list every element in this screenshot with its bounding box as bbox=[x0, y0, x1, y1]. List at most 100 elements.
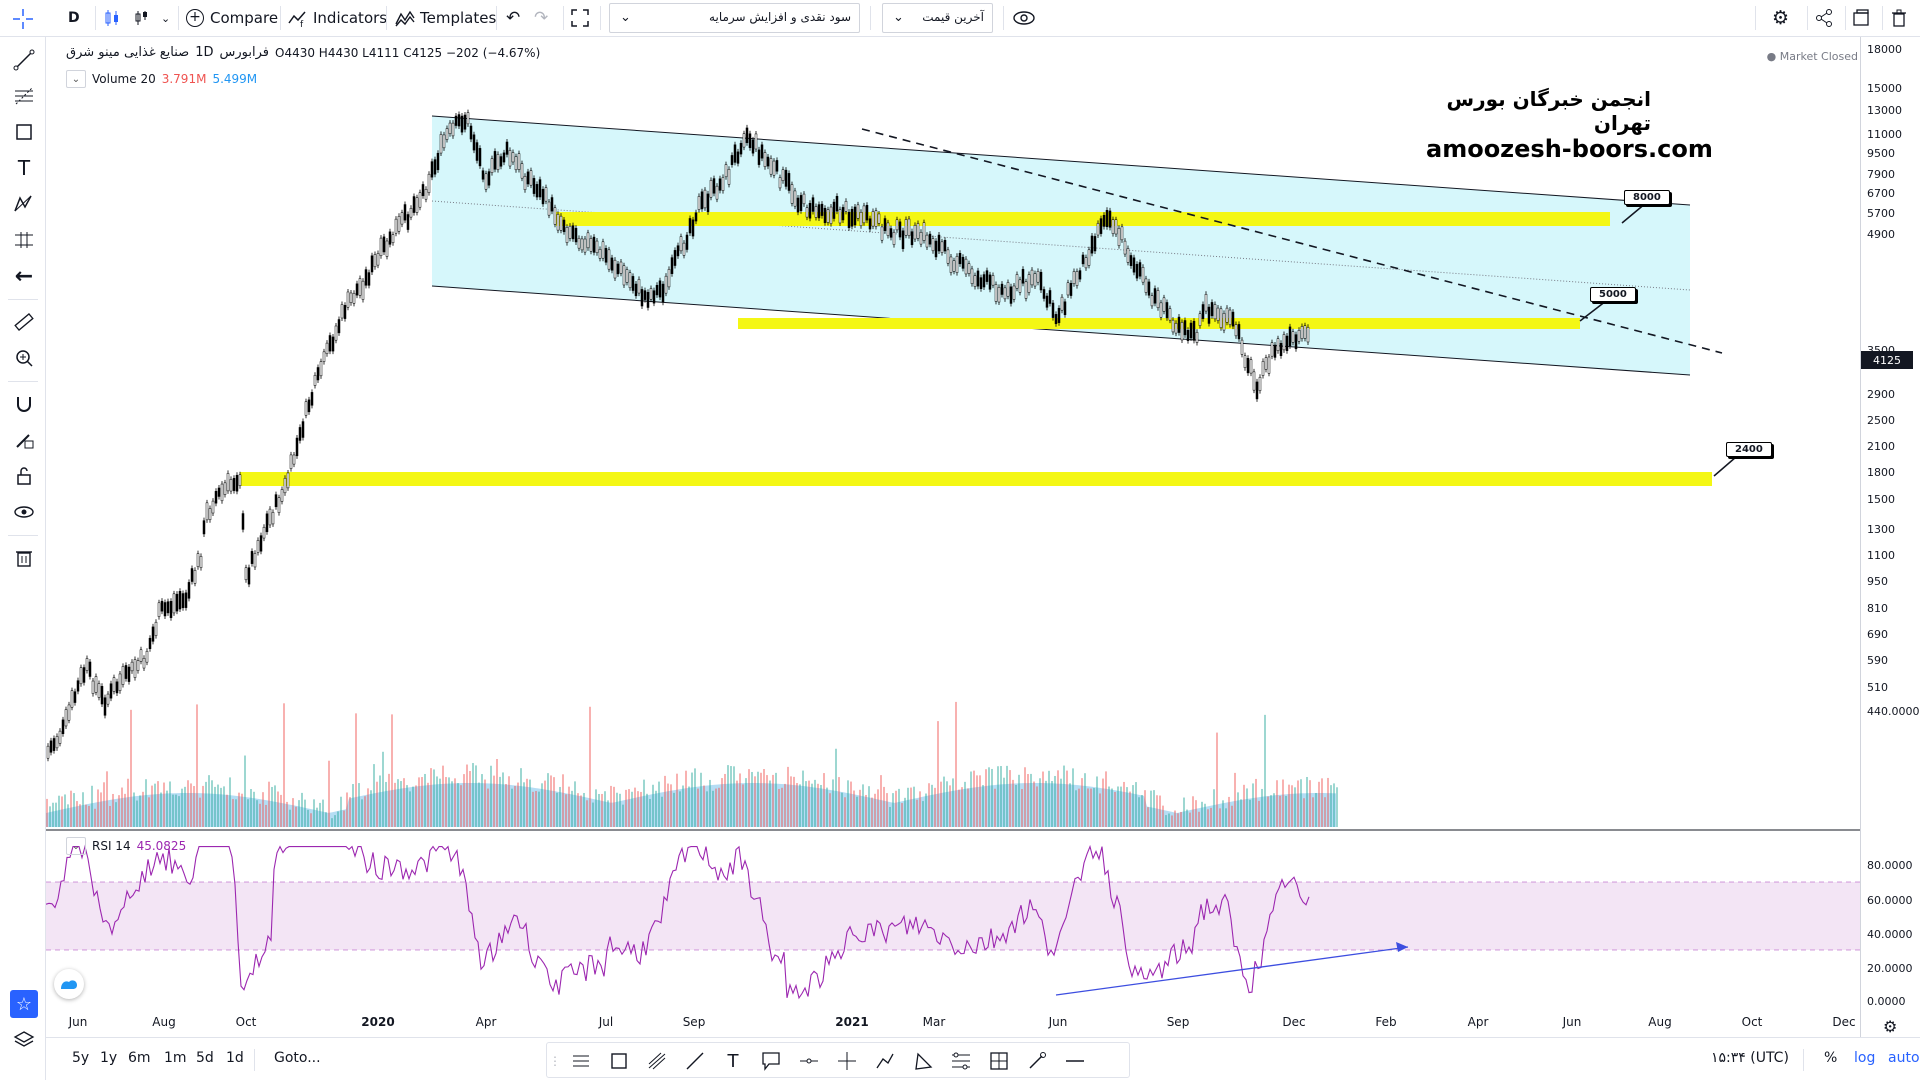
horizontal-line-icon[interactable] bbox=[1063, 1049, 1087, 1073]
support-zone-2400[interactable] bbox=[240, 472, 1712, 486]
volume-bar bbox=[724, 773, 726, 827]
templates-button[interactable]: Templates bbox=[394, 4, 496, 32]
chevron-down-icon[interactable]: ⌄ bbox=[161, 11, 171, 25]
volume-bar bbox=[430, 768, 432, 827]
horizontal-ray-icon[interactable] bbox=[797, 1049, 821, 1073]
dividend-dropdown[interactable]: ⌄ سود نقدی و افزایش سرمایه bbox=[609, 3, 860, 33]
candle-body bbox=[817, 204, 821, 219]
volume-bar bbox=[79, 804, 81, 827]
interval-button[interactable]: D bbox=[68, 4, 80, 32]
text-tool-icon[interactable]: T bbox=[727, 1050, 739, 1072]
support-zone-5000[interactable] bbox=[738, 318, 1580, 329]
candle-body bbox=[349, 292, 353, 303]
time-axis[interactable]: Jun Aug Oct 2020 Apr Jul Sep 2021 Mar Jun Sep Dec Fe… bbox=[46, 1010, 1860, 1037]
volume-bar bbox=[1054, 775, 1056, 827]
market-status-label: Market Closed bbox=[1779, 50, 1858, 63]
compare-button[interactable]: + Compare bbox=[186, 4, 278, 32]
range-1d-button[interactable]: 1d bbox=[226, 1050, 244, 1066]
indicators-button[interactable]: f Indicators bbox=[287, 4, 387, 32]
rectangle-icon[interactable] bbox=[11, 119, 37, 145]
volume-bar bbox=[1159, 795, 1161, 827]
range-5y-button[interactable]: 5y bbox=[72, 1050, 90, 1066]
object-tree-icon[interactable] bbox=[11, 1027, 37, 1053]
volume-bar bbox=[934, 787, 936, 827]
lock-pencil-icon[interactable] bbox=[11, 427, 37, 453]
utc-clock[interactable]: ۱۵:۳۴ (UTC) bbox=[1711, 1050, 1789, 1066]
volume-bar bbox=[1174, 810, 1176, 827]
settings-gear-icon[interactable]: ⚙ bbox=[1772, 7, 1790, 29]
resistance-zone-8000[interactable] bbox=[556, 212, 1610, 226]
volume-bar bbox=[685, 770, 687, 827]
zoom-in-icon[interactable] bbox=[11, 345, 37, 371]
collapse-chevron-icon[interactable]: ⌄ bbox=[66, 70, 86, 88]
candle-body bbox=[430, 161, 434, 178]
range-1y-button[interactable]: 1y bbox=[100, 1050, 118, 1066]
callout-icon[interactable] bbox=[759, 1049, 783, 1073]
magnet-icon[interactable] bbox=[11, 391, 37, 417]
pattern-icon[interactable] bbox=[11, 191, 37, 217]
last-price-label: 4125 bbox=[1861, 351, 1913, 369]
rsi-divergence-line[interactable] bbox=[1055, 946, 1409, 996]
scale-settings-icon[interactable]: ⚙ bbox=[1883, 1017, 1898, 1036]
trash-icon[interactable] bbox=[1889, 4, 1909, 32]
chart-pane[interactable]: صنایع غذایی مینو شرق 1D فرابورس O4430 H4… bbox=[46, 37, 1860, 1037]
path-icon[interactable] bbox=[873, 1049, 897, 1073]
snapshot-icon[interactable] bbox=[1851, 4, 1871, 32]
undo-icon[interactable]: ↶ bbox=[506, 8, 521, 28]
horizontal-lines-icon[interactable] bbox=[569, 1049, 593, 1073]
candle-body bbox=[853, 206, 857, 226]
redo-icon[interactable]: ↷ bbox=[534, 8, 549, 28]
range-6m-button[interactable]: 6m bbox=[128, 1050, 151, 1066]
ruler-icon[interactable] bbox=[11, 309, 37, 335]
chart-canvas[interactable] bbox=[46, 37, 1860, 1037]
range-1m-button[interactable]: 1m bbox=[164, 1050, 187, 1066]
collapse-chevron-icon[interactable]: ⌄ bbox=[66, 837, 86, 855]
annotation-8000[interactable]: 8000 bbox=[1624, 190, 1670, 205]
drag-handle-icon[interactable]: ⋮ bbox=[549, 1054, 561, 1068]
auto-scale-toggle[interactable]: auto bbox=[1888, 1050, 1920, 1066]
text-tool-icon[interactable]: T bbox=[17, 156, 31, 180]
candle-body bbox=[403, 204, 407, 221]
fullscreen-icon[interactable] bbox=[570, 4, 590, 32]
volume-bar bbox=[436, 776, 438, 827]
visibility-eye-icon[interactable] bbox=[11, 499, 37, 525]
annotation-5000[interactable]: 5000 bbox=[1590, 287, 1636, 302]
annotation-2400[interactable]: 2400 bbox=[1726, 442, 1772, 457]
rectangle-icon[interactable] bbox=[607, 1049, 631, 1073]
remove-drawings-icon[interactable] bbox=[11, 545, 37, 571]
range-5d-button[interactable]: 5d bbox=[196, 1050, 214, 1066]
pitchfork-icon[interactable] bbox=[645, 1049, 669, 1073]
favorites-star-icon[interactable]: ☆ bbox=[10, 990, 38, 1018]
log-scale-toggle[interactable]: log bbox=[1854, 1050, 1876, 1066]
date-price-range-icon[interactable] bbox=[987, 1049, 1011, 1073]
volume-bar bbox=[889, 806, 891, 827]
unlock-icon[interactable] bbox=[11, 463, 37, 489]
candle-body bbox=[631, 276, 635, 291]
volume-legend[interactable]: ⌄ Volume 20 3.791M 5.499M bbox=[66, 70, 257, 88]
trend-line-icon[interactable] bbox=[11, 47, 37, 73]
fib-retracement-icon[interactable] bbox=[11, 83, 37, 109]
cross-line-icon[interactable] bbox=[835, 1049, 859, 1073]
volume-bar bbox=[1204, 803, 1206, 827]
price-scale[interactable]: 18000 15000 13000 11000 9500 7900 6700 5700 4900… bbox=[1860, 37, 1920, 1037]
bars-style-icon[interactable] bbox=[132, 4, 152, 32]
candles-icon[interactable] bbox=[102, 4, 122, 32]
percent-scale-toggle[interactable]: % bbox=[1824, 1050, 1838, 1066]
prediction-icon[interactable] bbox=[11, 227, 37, 253]
eye-icon[interactable] bbox=[1012, 4, 1036, 32]
candle-body bbox=[766, 156, 770, 167]
goto-button[interactable]: Goto... bbox=[274, 1050, 321, 1066]
rsi-legend[interactable]: ⌄ RSI 14 45.0825 bbox=[66, 837, 186, 855]
fib-timezone-icon[interactable] bbox=[949, 1049, 973, 1073]
trend-line-icon[interactable] bbox=[683, 1049, 707, 1073]
tradingview-logo[interactable] bbox=[54, 969, 84, 999]
volume-bar bbox=[1195, 800, 1197, 827]
brush-icon[interactable] bbox=[1025, 1049, 1049, 1073]
triangle-icon[interactable] bbox=[911, 1049, 935, 1073]
back-arrow-icon[interactable]: ← bbox=[14, 263, 34, 289]
symbol-legend[interactable]: صنایع غذایی مینو شرق 1D فرابورس O4430 H4… bbox=[66, 45, 540, 60]
price-source-dropdown[interactable]: ⌄ آخرین قیمت bbox=[882, 3, 993, 33]
volume-histogram bbox=[46, 701, 1338, 827]
share-icon[interactable] bbox=[1814, 4, 1834, 32]
crosshair-icon[interactable] bbox=[12, 8, 34, 30]
